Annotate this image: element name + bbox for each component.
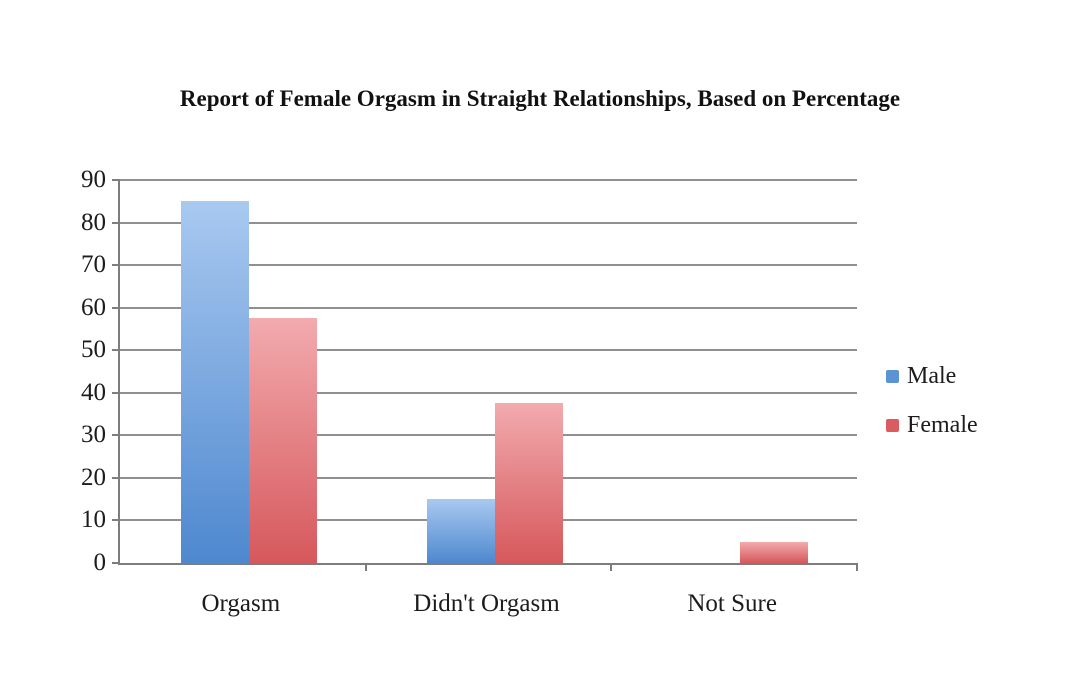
legend-item-male: Male bbox=[886, 362, 978, 391]
y-axis-tick bbox=[112, 391, 120, 394]
bar-male-didn-t-orgasm bbox=[426, 499, 495, 563]
x-axis-tick bbox=[364, 563, 367, 571]
y-axis-tick bbox=[112, 306, 120, 309]
category-label: Orgasm bbox=[201, 590, 281, 617]
legend-label-female: Female bbox=[907, 412, 978, 438]
y-tick-label: 90 bbox=[81, 166, 106, 193]
category-label: Not Sure bbox=[687, 590, 777, 617]
legend-item-female: Female bbox=[886, 411, 978, 440]
female-series-swatch-icon bbox=[886, 419, 899, 432]
y-axis-tick bbox=[112, 221, 120, 224]
y-axis-tick bbox=[112, 562, 120, 564]
y-axis-tick bbox=[112, 264, 120, 267]
y-tick-label: 80 bbox=[81, 208, 106, 236]
y-axis-tick bbox=[112, 476, 120, 479]
gridline bbox=[120, 476, 857, 479]
y-tick-label: 70 bbox=[81, 251, 106, 279]
y-axis-tick bbox=[112, 349, 120, 352]
bar-female-didn-t-orgasm bbox=[494, 403, 563, 563]
plot-area bbox=[112, 179, 858, 571]
bar-female-orgasm bbox=[248, 318, 317, 563]
gridline bbox=[120, 221, 857, 224]
chart-title: Report of Female Orgasm in Straight Rela… bbox=[179, 86, 901, 111]
y-axis-tick bbox=[112, 179, 120, 181]
x-axis-tick bbox=[856, 563, 858, 571]
legend-label-male: Male bbox=[907, 363, 957, 389]
gridline bbox=[120, 179, 857, 181]
y-axis-tick bbox=[112, 519, 120, 522]
bar-female-not-sure bbox=[740, 541, 809, 563]
bar-male-orgasm bbox=[180, 201, 249, 563]
gridline bbox=[120, 306, 857, 309]
y-tick-label: 10 bbox=[81, 506, 106, 534]
y-tick-label: 30 bbox=[81, 421, 106, 449]
gridline bbox=[120, 349, 857, 352]
y-tick-label: 0 bbox=[93, 549, 107, 576]
gridline bbox=[120, 434, 857, 437]
y-tick-label: 50 bbox=[81, 336, 106, 364]
male-series-swatch-icon bbox=[886, 370, 899, 383]
y-tick-label: 40 bbox=[81, 378, 106, 406]
gridline bbox=[120, 264, 857, 267]
y-tick-label: 20 bbox=[81, 463, 106, 491]
gridline bbox=[120, 391, 857, 394]
x-axis-tick bbox=[610, 563, 613, 571]
y-axis-tick bbox=[112, 434, 120, 437]
category-label: Didn't Orgasm bbox=[413, 590, 560, 617]
legend: Male Female bbox=[886, 362, 978, 440]
y-tick-label: 60 bbox=[81, 293, 106, 321]
